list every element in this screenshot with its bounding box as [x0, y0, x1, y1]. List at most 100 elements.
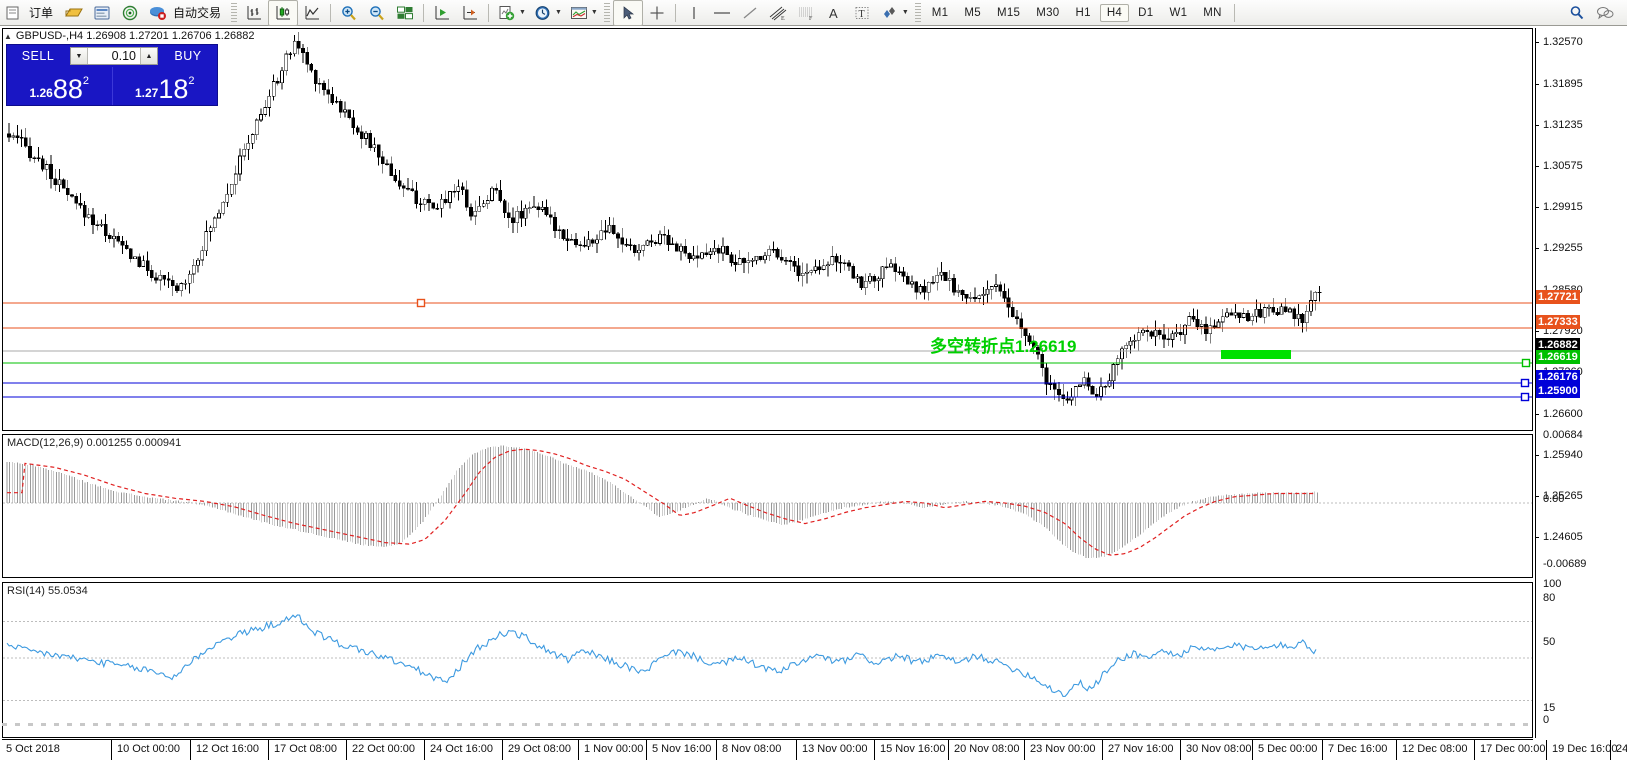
time-separator: [1024, 740, 1025, 760]
toolbar-grip-2[interactable]: [603, 2, 610, 23]
indicator-tick: 50: [1543, 636, 1556, 648]
candlestick-chart-button[interactable]: [268, 0, 299, 26]
folder-icon: [63, 3, 85, 23]
price-tick-mark: [1535, 496, 1539, 497]
navigator-icon: [119, 3, 141, 23]
search-button[interactable]: [1563, 1, 1591, 25]
new-order-button[interactable]: 订单: [0, 1, 60, 25]
indicator-tick: 0.00: [1543, 493, 1565, 505]
shapes-button[interactable]: ▼: [876, 1, 912, 25]
autotrading-button[interactable]: 自动交易: [144, 1, 228, 25]
timeframe-m15[interactable]: M15: [996, 6, 1021, 19]
periods-button[interactable]: ▼: [529, 1, 565, 25]
timeframe-m5[interactable]: M5: [964, 6, 981, 19]
equidistant-channel-button[interactable]: E: [764, 1, 792, 25]
toolbar-separator-4: [674, 3, 676, 22]
price-level-label[interactable]: 1.27333: [1535, 315, 1580, 329]
time-tick-label: 30 Nov 08:00: [1186, 743, 1252, 755]
chevron-down-icon[interactable]: ▼: [590, 9, 598, 16]
price-level-label[interactable]: 1.25900: [1535, 384, 1580, 398]
trendline-button[interactable]: [736, 1, 764, 25]
tile-windows-button[interactable]: [391, 1, 419, 25]
text-label-button[interactable]: T: [848, 1, 876, 25]
fibonacci-icon: F: [795, 3, 817, 23]
crosshair-button[interactable]: [643, 1, 671, 25]
volume-input[interactable]: 0.10: [88, 48, 140, 64]
horizontal-line-button[interactable]: [708, 1, 736, 25]
price-level-label[interactable]: 1.27721: [1535, 290, 1580, 304]
line-chart-button[interactable]: [298, 1, 326, 25]
timeframe-h1[interactable]: H1: [1075, 6, 1091, 19]
price-tick-mark: [1535, 42, 1539, 43]
autotrade-icon: [147, 3, 169, 23]
sell-button[interactable]: SELL: [21, 49, 55, 63]
price-pane[interactable]: 多空转折点1.26619: [2, 28, 1533, 431]
volume-decrease-button[interactable]: ▼: [71, 48, 88, 64]
chevron-down-icon[interactable]: ▼: [901, 9, 909, 16]
one-click-trading-panel[interactable]: SELL ▼ 0.10 ▲ BUY 1.26 88 2 1.27 18 2: [6, 44, 218, 106]
time-separator: [268, 740, 269, 760]
profiles-button[interactable]: [60, 1, 88, 25]
rsi-pane[interactable]: RSI(14) 55.0534: [2, 582, 1533, 738]
price-level-label[interactable]: 1.26176: [1535, 370, 1580, 384]
bar-chart-button[interactable]: [240, 1, 268, 25]
timeframe-m1[interactable]: M1: [931, 6, 949, 19]
price-tick: 1.29255: [1543, 242, 1583, 254]
toolbar-grip-1[interactable]: [231, 2, 238, 23]
timeframe-m30[interactable]: M30: [1036, 6, 1060, 19]
price-tick-mark: [1535, 84, 1539, 85]
timeframe-w1[interactable]: W1: [1169, 6, 1188, 19]
navigator-button[interactable]: [116, 1, 144, 25]
price-tick-mark: [1535, 414, 1539, 415]
new-order-label: 订单: [29, 6, 54, 20]
chart-shift-icon: [459, 3, 481, 23]
zoom-out-button[interactable]: [363, 1, 391, 25]
bar-chart-icon: [243, 3, 265, 23]
sell-price-display[interactable]: 1.26 88 2: [7, 67, 113, 105]
price-scale[interactable]: 1.32570 1.31895 1.31235 1.30575 1.29915 1.292…: [1535, 28, 1627, 738]
chevron-down-icon[interactable]: ▼: [554, 9, 562, 16]
price-level-label[interactable]: 1.26619: [1535, 350, 1580, 364]
fibonacci-button[interactable]: F: [792, 1, 820, 25]
chart-area[interactable]: 多空转折点1.26619 MACD(12,26,9) 0.001255 0.00…: [0, 26, 1627, 771]
price-tick-mark: [1535, 537, 1539, 538]
zoom-in-button[interactable]: [335, 1, 363, 25]
arrow-cursor-icon: [617, 3, 639, 23]
triangle-up-icon[interactable]: ▲: [4, 31, 12, 41]
time-separator: [1546, 740, 1547, 760]
buy-button[interactable]: BUY: [174, 49, 202, 63]
macd-pane[interactable]: MACD(12,26,9) 0.001255 0.000941: [2, 434, 1533, 578]
time-scale[interactable]: 5 Oct 2018 10 Oct 00:00 12 Oct 16:00 17 Oct…: [2, 739, 1627, 760]
timeframe-mn[interactable]: MN: [1203, 6, 1222, 19]
toolbar-grip-3[interactable]: [914, 2, 921, 23]
price-tick: 1.31895: [1543, 78, 1583, 90]
time-tick-label: 19 Dec 16:00: [1552, 743, 1618, 755]
market-watch-button[interactable]: [88, 1, 116, 25]
time-tick-label: 27 Nov 16:00: [1108, 743, 1174, 755]
price-tick-mark: [1535, 248, 1539, 249]
time-separator: [1102, 740, 1103, 760]
time-separator: [874, 740, 875, 760]
templates-button[interactable]: ▼: [565, 1, 601, 25]
cursor-button[interactable]: [612, 0, 643, 26]
price-tick: 1.25940: [1543, 449, 1583, 461]
chat-button[interactable]: [1591, 1, 1619, 25]
auto-scroll-button[interactable]: [428, 1, 456, 25]
templates-icon: [568, 3, 590, 23]
price-level-label[interactable]: 1.26882: [1535, 338, 1580, 352]
sell-price-sup: 2: [82, 75, 90, 87]
chevron-down-icon[interactable]: ▼: [519, 9, 526, 16]
chart-shift-button[interactable]: [456, 1, 484, 25]
timeframe-h4[interactable]: H4: [1099, 3, 1130, 22]
text-button[interactable]: A: [820, 1, 848, 25]
timeframe-d1[interactable]: D1: [1138, 6, 1154, 19]
volume-increase-button[interactable]: ▲: [140, 48, 157, 64]
price-scale-border: [1535, 28, 1536, 738]
buy-price-display[interactable]: 1.27 18 2: [113, 67, 218, 105]
toolbar-separator-5: [1233, 3, 1235, 22]
time-separator: [346, 740, 347, 760]
symbol-header: ▲ GBPUSD-,H4 1.26908 1.27201 1.26706 1.2…: [4, 30, 254, 42]
vertical-line-button[interactable]: [680, 1, 708, 25]
time-separator: [1252, 740, 1253, 760]
indicators-button[interactable]: ▼: [493, 1, 529, 25]
